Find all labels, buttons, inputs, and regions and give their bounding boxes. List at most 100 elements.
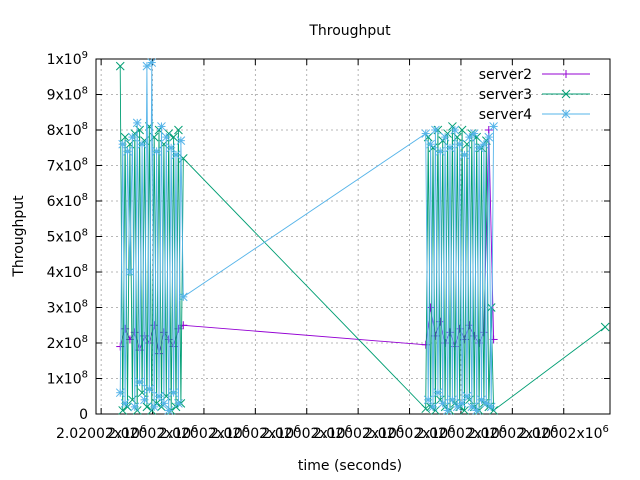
x-tick-label: 2.02002x106 bbox=[416, 424, 506, 442]
data-point-server3 bbox=[120, 132, 130, 142]
data-point-server4 bbox=[481, 398, 491, 408]
legend-marker-server3 bbox=[561, 89, 571, 99]
data-point-server4 bbox=[137, 139, 147, 149]
y-tick-label: 6x108 bbox=[47, 192, 88, 210]
grid-lines bbox=[96, 59, 610, 414]
data-point-server4 bbox=[159, 398, 169, 408]
data-point-server4 bbox=[474, 143, 484, 153]
legend-label-server4: server4 bbox=[479, 107, 532, 123]
data-point-server3 bbox=[486, 303, 496, 312]
data-point-server4 bbox=[171, 150, 181, 160]
data-point-server4 bbox=[140, 395, 149, 405]
data-point-server4 bbox=[120, 398, 130, 408]
data-point-server4 bbox=[438, 398, 448, 408]
data-point-server4 bbox=[130, 402, 140, 412]
x-tick-label: 2.02002x106 bbox=[159, 424, 249, 442]
data-point-server4 bbox=[455, 139, 465, 149]
legend-marker-server4 bbox=[561, 109, 571, 119]
data-point-server4 bbox=[450, 125, 460, 135]
data-point-server3 bbox=[118, 406, 128, 415]
data-point-server4 bbox=[479, 139, 489, 149]
data-point-server4 bbox=[440, 132, 450, 142]
data-point-server4 bbox=[484, 132, 494, 142]
data-point-server4 bbox=[161, 132, 171, 142]
x-axis-label: time (seconds) bbox=[298, 458, 402, 474]
y-tick-label: 4x108 bbox=[47, 263, 88, 281]
x-tick-label: 2.02002x106 bbox=[56, 424, 146, 442]
data-point-server4 bbox=[477, 395, 486, 405]
data-point-server4 bbox=[431, 125, 440, 135]
data-point-server4 bbox=[169, 388, 178, 398]
data-point-server4 bbox=[462, 391, 472, 401]
y-tick-label: 0 bbox=[79, 407, 88, 423]
data-point-server4 bbox=[132, 118, 142, 128]
data-point-server4 bbox=[423, 395, 433, 405]
data-point-server4 bbox=[465, 132, 474, 142]
data-point-server4 bbox=[467, 402, 477, 412]
data-point-server4 bbox=[152, 146, 161, 156]
data-point-server4 bbox=[174, 398, 183, 408]
data-point-server3 bbox=[421, 404, 431, 414]
y-tick-label: 1x109 bbox=[47, 50, 88, 68]
data-point-server4 bbox=[135, 377, 144, 387]
x-tick-label: 2.02002x106 bbox=[313, 424, 403, 442]
legend-label-server3: server3 bbox=[479, 87, 532, 103]
y-tick-label: 8x108 bbox=[47, 121, 88, 139]
data-point-server3 bbox=[115, 61, 125, 71]
data-point-server4 bbox=[489, 122, 498, 131]
data-point-server4 bbox=[128, 132, 137, 142]
data-point-server4 bbox=[178, 292, 188, 302]
plot-area bbox=[115, 58, 610, 415]
data-point-server4 bbox=[469, 129, 479, 138]
data-point-server3 bbox=[169, 132, 178, 142]
data-point-server4 bbox=[452, 402, 462, 412]
data-point-server4 bbox=[147, 58, 157, 67]
chart-title: Throughput bbox=[308, 23, 391, 39]
y-tick-label: 5x108 bbox=[47, 228, 88, 246]
y-tick-label: 9x108 bbox=[47, 86, 88, 104]
data-point-server4 bbox=[144, 384, 154, 394]
data-point-server4 bbox=[435, 146, 445, 156]
legend-marker-server2 bbox=[562, 70, 570, 78]
data-point-server2 bbox=[174, 324, 183, 333]
legend-label-server2: server2 bbox=[479, 67, 532, 83]
data-point-server4 bbox=[123, 146, 132, 156]
data-point-server4 bbox=[460, 150, 469, 160]
legend: server2 server3 server4 bbox=[479, 67, 590, 123]
data-point-server4 bbox=[445, 143, 455, 153]
data-point-server4 bbox=[448, 395, 457, 405]
data-point-server4 bbox=[166, 143, 176, 153]
data-point-server4 bbox=[125, 267, 135, 277]
x-tick-label: 2.02002x106 bbox=[262, 424, 352, 442]
x-tick-label: 2.02002x106 bbox=[519, 424, 609, 442]
data-point-server2 bbox=[484, 126, 493, 134]
y-tick-label: 2x108 bbox=[47, 334, 88, 352]
x-tick-label: 2.02002x106 bbox=[107, 424, 197, 442]
data-point-server4 bbox=[142, 61, 152, 71]
data-point-server4 bbox=[157, 122, 166, 131]
data-point-server4 bbox=[433, 388, 443, 398]
x-tick-label: 2.02002x106 bbox=[210, 424, 300, 442]
data-point-server4 bbox=[428, 402, 438, 412]
data-point-server3 bbox=[174, 125, 183, 135]
y-axis-label: Throughput bbox=[11, 195, 27, 278]
y-axis-ticks: 0 1x108 2x108 3x108 4x108 5x108 6x108 7x108 8x10… bbox=[47, 50, 610, 423]
data-point-server4 bbox=[164, 406, 174, 415]
data-point-server4 bbox=[176, 136, 186, 146]
data-point-server3 bbox=[600, 322, 610, 332]
data-point-server4 bbox=[472, 406, 482, 415]
data-point-server3 bbox=[460, 406, 469, 415]
series-line-server4 bbox=[119, 62, 495, 411]
data-point-server4 bbox=[149, 402, 159, 412]
y-tick-label: 3x108 bbox=[47, 299, 88, 317]
data-point-server3 bbox=[142, 402, 152, 412]
data-point-server3 bbox=[457, 125, 467, 135]
data-point-server4 bbox=[457, 398, 467, 408]
x-axis-ticks: 2.02002x1062.02002x1062.02002x1062.02002… bbox=[56, 59, 609, 442]
data-point-server4 bbox=[421, 129, 431, 138]
x-tick-label: 2.02002x106 bbox=[467, 424, 557, 442]
series-line-server3 bbox=[119, 66, 606, 412]
data-point-server4 bbox=[115, 388, 125, 398]
data-point-server4 bbox=[443, 406, 452, 415]
